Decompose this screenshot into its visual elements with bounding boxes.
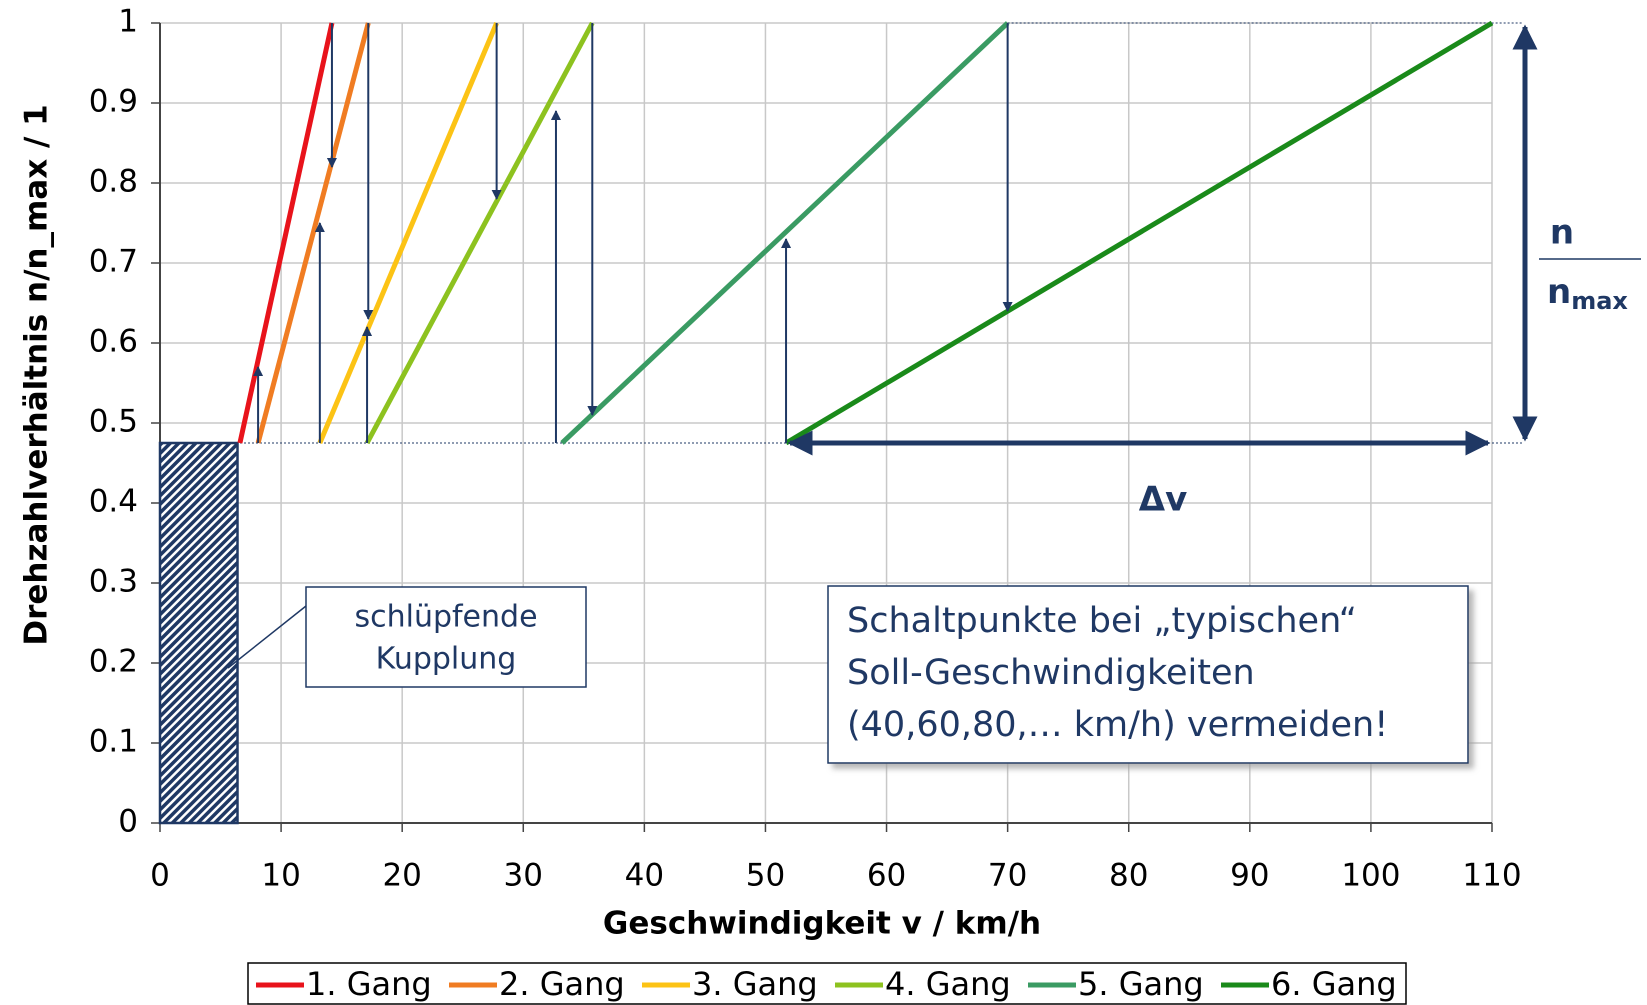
legend-label: 2. Gang — [499, 965, 625, 1003]
y-tick-label: 0.3 — [89, 564, 138, 600]
y-tick-label: 0.2 — [89, 644, 138, 680]
legend-box — [247, 962, 1407, 1005]
slip-label: Kupplung — [376, 642, 517, 677]
x-tick-label: 20 — [382, 858, 421, 894]
gear-line — [317, 22, 499, 444]
legend-label: 6. Gang — [1271, 965, 1397, 1003]
x-tick-label: 0 — [150, 858, 170, 894]
delta-v-label: Δv — [1139, 480, 1187, 520]
ratio-numerator: n — [1550, 213, 1574, 253]
legend-label: 5. Gang — [1078, 965, 1204, 1003]
x-tick-label: 30 — [504, 858, 543, 894]
note-text: Soll-Geschwindigkeiten — [847, 653, 1255, 693]
y-tick-label: 0.7 — [89, 244, 138, 280]
x-tick-label: 70 — [988, 858, 1027, 894]
y-tick-label: 0.9 — [89, 84, 138, 120]
legend-label: 3. Gang — [692, 965, 818, 1003]
leader-line — [227, 605, 307, 669]
x-tick-label: 10 — [261, 858, 300, 894]
x-tick-label: 110 — [1462, 858, 1521, 894]
x-tick-label: 60 — [867, 858, 906, 894]
note-box — [827, 585, 1469, 764]
legend-label: 4. Gang — [885, 965, 1011, 1003]
gear-line — [255, 22, 371, 444]
slip-label: schlüpfende — [354, 600, 537, 635]
legend-label: 1. Gang — [306, 965, 432, 1003]
y-tick-label: 1 — [118, 4, 138, 40]
y-tick-label: 0.5 — [89, 404, 138, 440]
x-tick-label: 100 — [1341, 858, 1400, 894]
slip-box — [305, 586, 587, 688]
y-tick-label: 0.1 — [89, 724, 138, 760]
slip-region — [158, 441, 239, 825]
gear-line — [364, 21, 595, 445]
ratio-subscript: max — [1571, 287, 1628, 315]
y-tick-label: 0.4 — [89, 484, 138, 520]
note-text: Schaltpunkte bei „typischen“ — [847, 601, 1357, 641]
ratio-denominator: nmax — [1547, 272, 1628, 316]
x-tick-label: 80 — [1109, 858, 1148, 894]
x-tick-label: 50 — [746, 858, 785, 894]
note-text: (40,60,80,… km/h) vermeiden! — [847, 705, 1388, 745]
gear-line — [784, 20, 1494, 446]
y-tick-label: 0 — [118, 804, 138, 840]
x-tick-label: 40 — [625, 858, 664, 894]
x-tick-label: 90 — [1230, 858, 1269, 894]
y-axis-label: Drehzahlverhältnis n/n_max / 1 — [19, 104, 55, 645]
ratio-n: n — [1547, 272, 1571, 312]
y-tick-label: 0.6 — [89, 324, 138, 360]
x-axis-label: Geschwindigkeit v / km/h — [603, 906, 1041, 942]
gear-line — [560, 21, 1010, 445]
gear-line — [237, 22, 335, 444]
y-tick-label: 0.8 — [89, 164, 138, 200]
